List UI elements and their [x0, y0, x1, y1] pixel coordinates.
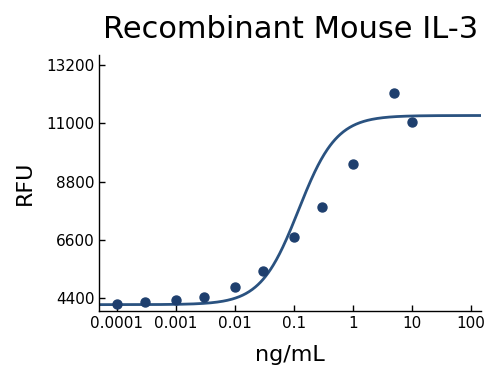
Point [172, 297, 180, 303]
Point [390, 90, 398, 96]
Y-axis label: RFU: RFU [15, 161, 35, 205]
Point [318, 204, 326, 210]
Point [290, 234, 298, 240]
Point [408, 119, 416, 125]
Point [259, 268, 267, 274]
Point [349, 162, 357, 168]
Point [200, 294, 208, 301]
Title: Recombinant Mouse IL-3: Recombinant Mouse IL-3 [102, 15, 478, 44]
Point [141, 299, 149, 305]
Point [231, 284, 239, 290]
X-axis label: ng/mL: ng/mL [256, 345, 325, 365]
Point [113, 301, 121, 307]
